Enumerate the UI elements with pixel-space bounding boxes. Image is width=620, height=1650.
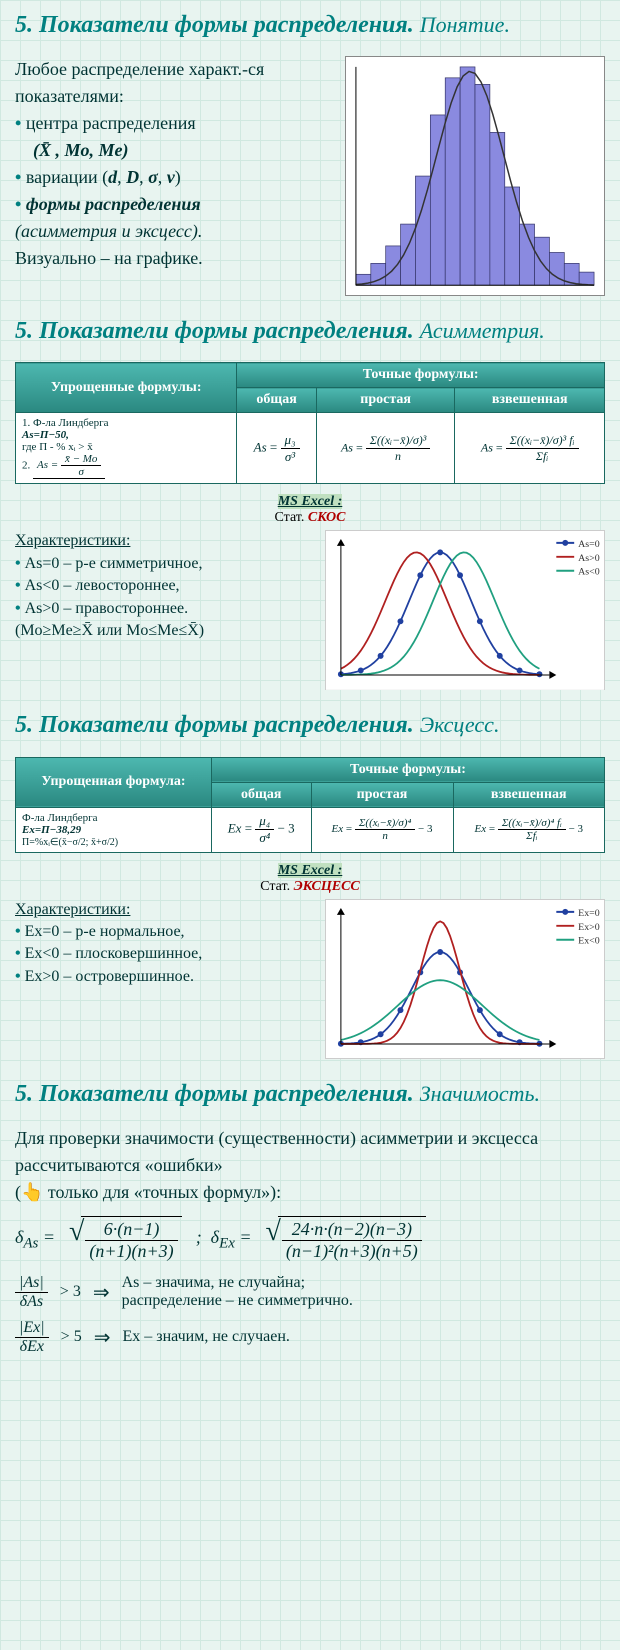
th-simplified: Упрощенные формулы:: [16, 363, 237, 413]
heading-main: 5. Показатели формы распределения.: [15, 12, 414, 38]
cell-ex-weighted: Ex = Σ((xᵢ−x̄)/σ)⁴ fᵢΣfᵢ − 3: [453, 807, 604, 852]
heading-asymmetry: 5. Показатели формы распределения. Асимм…: [15, 316, 605, 347]
heading-sub: Эксцесс.: [420, 712, 500, 737]
shape-note: (асимметрия и эксцесс).: [15, 218, 335, 245]
sig-intro: Для проверки значимости (существенности)…: [15, 1125, 605, 1206]
section-significance: 5. Показатели формы распределения. Значи…: [15, 1079, 605, 1356]
char-title: Характеристики:: [15, 532, 130, 549]
section-asymmetry: 5. Показатели формы распределения. Асимм…: [15, 316, 605, 690]
char-as-order: (Mo≥Me≥X̄ или Mo≤Me≤X̄): [15, 622, 204, 639]
th-general: общая: [211, 782, 311, 807]
char-as-pos: As>0 – правостороннее.: [25, 600, 189, 617]
asymmetry-table: Упрощенные формулы: Точные формулы: обща…: [15, 362, 605, 484]
implies-icon: ⇒: [94, 1325, 111, 1350]
th-exact: Точные формулы:: [237, 363, 605, 388]
excel-label: MS Excel :: [278, 494, 343, 509]
th-simplified: Упрощенная формула:: [16, 757, 212, 807]
svg-text:As<0: As<0: [578, 567, 600, 578]
bullet-center: центра распределения: [26, 113, 196, 133]
asymmetry-characteristics: Характеристики: • As=0 – р-е симметрично…: [15, 530, 315, 642]
char-title: Характеристики:: [15, 901, 130, 918]
center-symbols: (X̄ , Mo, Me): [15, 137, 335, 164]
svg-text:Ex<0: Ex<0: [578, 935, 600, 946]
excel-note-ex: MS Excel : Стат. ЭКСЦЕСС: [15, 863, 605, 895]
excel-note-as: MS Excel : Стат. СКОС: [15, 494, 605, 526]
concept-text: Любое распределение характ.-ся показател…: [15, 56, 335, 272]
char-as0: As=0 – р-е симметричное,: [25, 555, 203, 572]
bullet-shape: формы распределения: [26, 194, 201, 214]
th-simple-f: простая: [316, 388, 454, 413]
excess-curves: Ex=0 Ex>0 Ex<0: [325, 899, 605, 1059]
excess-table: Упрощенная формула: Точные формулы: обща…: [15, 757, 605, 853]
intro-line: Любое распределение характ.-ся показател…: [15, 56, 335, 110]
cell-ex-general: Ex = μ₄σ⁴ − 3: [211, 807, 311, 852]
heading-main: 5. Показатели формы распределения.: [15, 318, 414, 344]
th-simple-f: простая: [311, 782, 453, 807]
excess-characteristics: Характеристики: • Ex=0 – р-е нормальное,…: [15, 899, 315, 989]
cond-ex-text: Ex – значим, не случаен.: [122, 1328, 289, 1346]
svg-text:Ex>0: Ex>0: [578, 921, 600, 932]
cond-as: |As|δAs > 3 ⇒ As – значима, не случайна;…: [15, 1274, 605, 1311]
th-exact: Точные формулы:: [211, 757, 604, 782]
asymmetry-curves: As=0 As>0 As<0: [325, 530, 605, 690]
visual-note: Визуально – на графике.: [15, 245, 335, 272]
char-ex-pos: Ex>0 – островершинное.: [25, 968, 194, 985]
heading-concept: 5. Показатели формы распределения. Понят…: [15, 10, 605, 41]
cond-as-text: As – значима, не случайна; распределение…: [122, 1274, 353, 1310]
th-weighted: взвешенная: [453, 782, 604, 807]
implies-icon: ⇒: [93, 1280, 110, 1305]
char-ex-neg: Ex<0 – плосковершинное,: [25, 945, 203, 962]
section-excess: 5. Показатели формы распределения. Эксце…: [15, 710, 605, 1058]
section-concept: 5. Показатели формы распределения. Понят…: [15, 10, 605, 296]
cell-ex-simple: Ex = Σ((xᵢ−x̄)/σ)⁴n − 3: [311, 807, 453, 852]
delta-formulas: δAs = 6·(n−1)(n+1)(n+3) ; δEx = 24·n·(n−…: [15, 1216, 605, 1264]
svg-text:Ex=0: Ex=0: [578, 907, 600, 918]
char-as-neg: As<0 – левостороннее,: [25, 577, 180, 594]
excel-stat-excess: ЭКСЦЕСС: [294, 879, 360, 894]
excel-label: MS Excel :: [278, 863, 343, 878]
cell-as-simple: As = Σ((xᵢ−x̄)/σ)³n: [316, 413, 454, 484]
th-general: общая: [237, 388, 317, 413]
svg-text:As>0: As>0: [578, 553, 600, 564]
heading-sub: Асимметрия.: [420, 318, 545, 343]
histogram-chart: [345, 56, 605, 296]
heading-main: 5. Показатели формы распределения.: [15, 1081, 414, 1107]
cell-as-weighted: As = Σ((xᵢ−x̄)/σ)³ fᵢΣfᵢ: [455, 413, 605, 484]
cond-ex: |Ex|δEx > 5 ⇒ Ex – значим, не случаен.: [15, 1319, 605, 1356]
svg-text:As=0: As=0: [578, 539, 600, 550]
cell-as-general: As = μ₃σ³: [237, 413, 317, 484]
heading-significance: 5. Показатели формы распределения. Значи…: [15, 1079, 605, 1110]
bullet-variation: вариации (d, D, σ, v): [26, 167, 181, 187]
cell-lindberg-ex: Ф-ла Линдберга Ex=П−38,29 П=%xᵢ∈(x̄−σ/2;…: [16, 807, 212, 852]
excel-stat-skos: СКОС: [308, 510, 346, 525]
cell-lindberg-as: 1. Ф-ла Линдберга As=П−50, где П - % xᵢ …: [16, 413, 237, 484]
char-ex0: Ex=0 – р-е нормальное,: [25, 923, 185, 940]
th-weighted: взвешенная: [455, 388, 605, 413]
heading-excess: 5. Показатели формы распределения. Эксце…: [15, 710, 605, 741]
heading-sub: Значимость.: [420, 1081, 540, 1106]
heading-sub: Понятие.: [420, 12, 510, 37]
heading-main: 5. Показатели формы распределения.: [15, 712, 414, 738]
